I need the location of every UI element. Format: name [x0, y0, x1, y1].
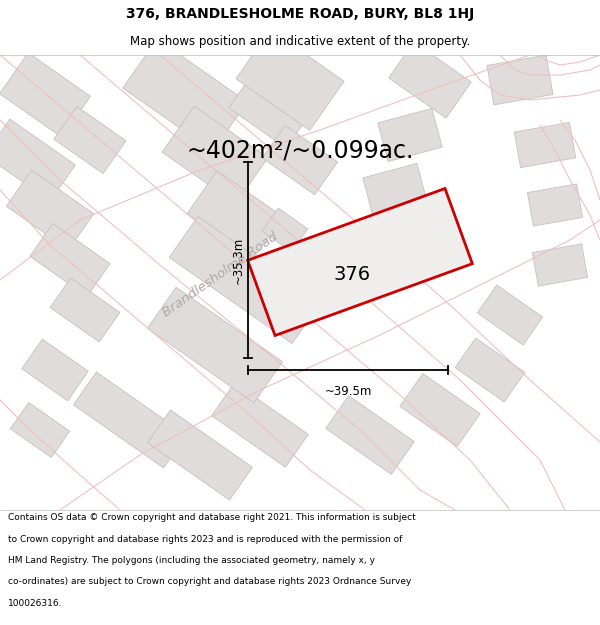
Polygon shape — [455, 338, 525, 402]
Polygon shape — [148, 410, 253, 500]
Text: 100026316.: 100026316. — [8, 599, 62, 608]
Polygon shape — [0, 119, 76, 201]
Polygon shape — [6, 170, 94, 250]
Polygon shape — [236, 29, 344, 131]
Text: HM Land Registry. The polygons (including the associated geometry, namely x, y: HM Land Registry. The polygons (includin… — [8, 556, 375, 565]
Polygon shape — [30, 224, 110, 296]
Polygon shape — [400, 374, 480, 446]
Polygon shape — [389, 42, 471, 118]
Polygon shape — [514, 122, 576, 168]
Text: Contains OS data © Crown copyright and database right 2021. This information is : Contains OS data © Crown copyright and d… — [8, 514, 416, 522]
Polygon shape — [248, 189, 472, 336]
Polygon shape — [162, 106, 268, 204]
Polygon shape — [229, 72, 311, 148]
Polygon shape — [10, 402, 70, 458]
Polygon shape — [478, 285, 542, 345]
Polygon shape — [262, 208, 308, 252]
Text: co-ordinates) are subject to Crown copyright and database rights 2023 Ordnance S: co-ordinates) are subject to Crown copyr… — [8, 578, 411, 586]
Text: to Crown copyright and database rights 2023 and is reproduced with the permissio: to Crown copyright and database rights 2… — [8, 535, 402, 544]
Polygon shape — [187, 171, 283, 259]
Polygon shape — [54, 106, 126, 174]
Polygon shape — [0, 52, 91, 138]
Polygon shape — [169, 216, 321, 344]
Polygon shape — [73, 372, 187, 468]
Polygon shape — [50, 278, 120, 342]
Polygon shape — [326, 396, 414, 474]
Text: ~402m²/~0.099ac.: ~402m²/~0.099ac. — [187, 138, 413, 162]
Text: 376, BRANDLESHOLME ROAD, BURY, BL8 1HJ: 376, BRANDLESHOLME ROAD, BURY, BL8 1HJ — [126, 7, 474, 21]
Polygon shape — [378, 108, 442, 162]
Polygon shape — [527, 184, 583, 226]
Polygon shape — [532, 244, 587, 286]
Polygon shape — [363, 163, 427, 217]
Polygon shape — [123, 39, 247, 151]
Text: 376: 376 — [334, 264, 371, 284]
Text: Brandlesholme Road: Brandlesholme Road — [160, 230, 280, 320]
Polygon shape — [212, 382, 308, 468]
Text: ~39.5m: ~39.5m — [325, 385, 371, 398]
Polygon shape — [262, 125, 338, 195]
Polygon shape — [148, 288, 283, 402]
Polygon shape — [22, 339, 88, 401]
Text: Map shows position and indicative extent of the property.: Map shows position and indicative extent… — [130, 35, 470, 48]
Polygon shape — [487, 55, 553, 105]
Text: ~35.3m: ~35.3m — [232, 236, 245, 284]
